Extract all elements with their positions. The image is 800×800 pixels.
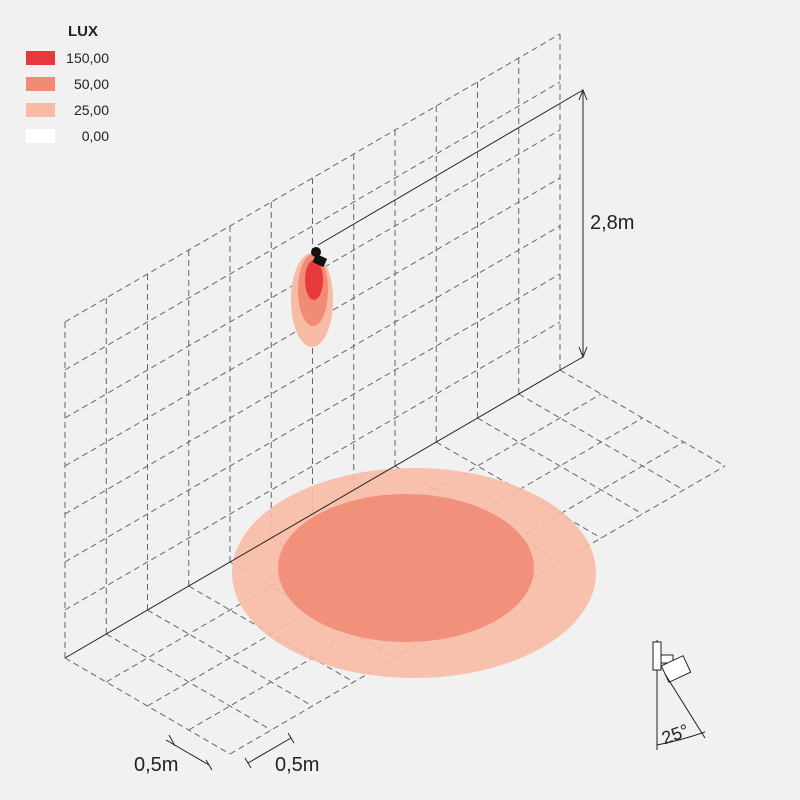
grid-line (64, 321, 561, 611)
legend-swatch (26, 51, 55, 65)
legend-label: 0,00 (82, 128, 109, 144)
grid-line (188, 441, 685, 731)
legend-label: 150,00 (66, 50, 109, 66)
legend-label: 25,00 (74, 102, 109, 118)
grid-line (105, 633, 272, 731)
height-label: 2,8m (590, 212, 634, 234)
grid-line (229, 465, 726, 755)
dim-lines (165, 732, 295, 771)
legend-swatch (26, 77, 55, 91)
grid-line (64, 177, 561, 467)
wall-spot-inner (305, 260, 323, 300)
grid-line (64, 33, 561, 323)
legend-title: LUX (68, 23, 98, 40)
wall-base (64, 369, 561, 659)
dim-arrows (578, 88, 588, 359)
grid-line (64, 225, 561, 515)
legend-swatch (26, 103, 55, 117)
grid-line (64, 273, 561, 563)
dim-guide (559, 356, 584, 371)
grid-line (147, 417, 643, 707)
tilt-icon: 25° (652, 640, 706, 750)
grid-line (64, 81, 561, 371)
grid-x-label: 0,5m (134, 754, 178, 776)
lamp (311, 247, 328, 268)
grid-line (477, 417, 643, 515)
grid-line (105, 393, 602, 683)
light-spots (232, 253, 596, 678)
floor-spot-inner (278, 494, 534, 642)
legend: 150,00 50,00 25,00 0,00 (26, 50, 109, 144)
grid-y-label: 0,5m (275, 754, 319, 776)
grid-line (64, 129, 561, 419)
dim-guide (317, 89, 584, 246)
legend-label: 50,00 (74, 76, 109, 92)
legend-swatch (26, 129, 55, 143)
